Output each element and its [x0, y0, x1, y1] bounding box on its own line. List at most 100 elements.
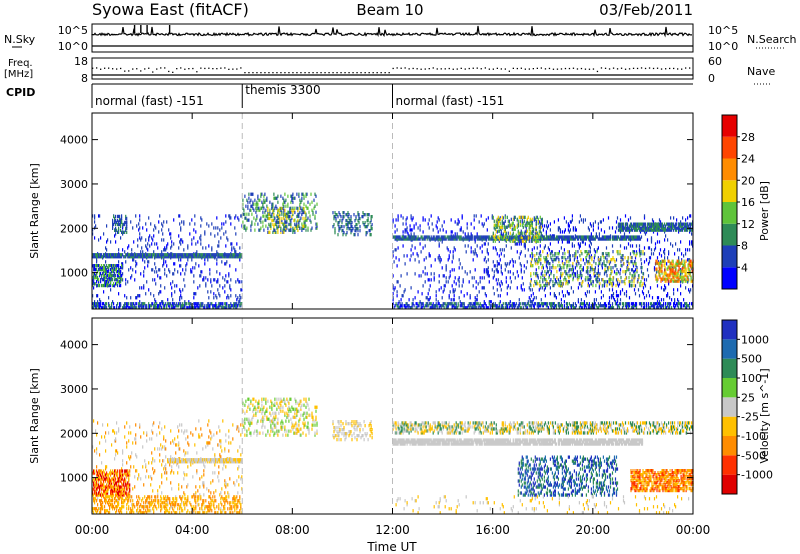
range-cell — [309, 214, 311, 218]
range-cell — [497, 294, 499, 298]
range-cell — [668, 250, 670, 254]
range-cell — [488, 274, 490, 278]
range-cell — [396, 280, 398, 284]
range-cell — [309, 218, 311, 222]
range-cell — [461, 266, 463, 270]
range-cell — [367, 217, 369, 221]
range-cell — [453, 290, 455, 294]
range-cell — [625, 237, 628, 241]
range-cell — [540, 235, 542, 239]
range-cell — [92, 306, 94, 310]
range-cell — [454, 220, 456, 224]
range-cell — [470, 246, 472, 250]
range-cell — [505, 233, 507, 237]
range-cell — [564, 237, 566, 241]
range-cell — [127, 302, 129, 306]
range-cell — [524, 239, 526, 243]
range-cell — [252, 206, 254, 210]
range-cell — [618, 224, 621, 228]
range-cell — [459, 300, 461, 304]
range-cell — [108, 296, 110, 300]
range-cell — [567, 237, 569, 241]
range-cell — [104, 280, 106, 284]
range-cell — [635, 237, 638, 241]
range-cell — [628, 296, 631, 300]
range-cell — [669, 226, 671, 230]
range-cell — [510, 235, 512, 239]
range-cell — [118, 222, 120, 227]
range-cell — [586, 266, 588, 270]
range-cell — [236, 253, 238, 257]
range-cell — [452, 304, 454, 308]
range-cell — [546, 237, 548, 241]
range-cell — [143, 286, 145, 290]
range-cell — [464, 237, 466, 241]
range-cell — [557, 235, 559, 239]
range-cell — [243, 226, 245, 230]
range-cell — [195, 292, 197, 296]
range-cell — [244, 216, 246, 220]
range-cell — [158, 253, 160, 257]
range-cell — [649, 222, 652, 226]
range-cell — [394, 235, 396, 239]
range-cell — [281, 206, 283, 211]
range-cell — [101, 274, 103, 278]
range-cell — [493, 219, 495, 223]
range-cell — [531, 229, 533, 233]
range-cell — [539, 235, 541, 239]
range-cell — [539, 215, 541, 219]
range-cell — [444, 237, 446, 241]
range-cell — [438, 258, 440, 262]
range-cell — [430, 214, 432, 218]
range-cell — [409, 224, 411, 228]
range-cell — [679, 269, 681, 273]
range-cell — [486, 272, 488, 276]
range-cell — [401, 302, 403, 306]
range-cell — [236, 306, 238, 310]
range-cell — [535, 227, 537, 231]
range-cell — [366, 213, 368, 217]
range-cell — [677, 263, 679, 267]
range-cell — [430, 272, 432, 276]
range-cell — [611, 294, 614, 298]
range-cell — [97, 304, 99, 308]
range-cell — [218, 240, 220, 244]
freq-dot — [656, 67, 659, 69]
range-cell — [237, 304, 239, 308]
range-cell — [415, 222, 417, 226]
range-cell — [440, 235, 442, 239]
range-cell — [119, 306, 121, 310]
range-cell — [561, 282, 563, 286]
title-right: 03/Feb/2011 — [599, 1, 693, 19]
range-cell — [291, 216, 293, 220]
range-cell — [97, 264, 99, 268]
range-cell — [105, 270, 107, 274]
range-cell — [520, 231, 522, 235]
range-cell — [629, 224, 632, 228]
nsky-panel: N.Sky 10^5 10^0 10^5 10^0 N.Search — [4, 23, 797, 53]
range-cell — [370, 233, 372, 237]
range-cell — [198, 253, 200, 257]
range-cell — [584, 262, 586, 266]
range-cell — [290, 210, 292, 215]
range-cell — [99, 272, 101, 276]
range-cell — [564, 270, 566, 274]
range-cell — [609, 274, 611, 278]
range-cell — [271, 214, 273, 219]
range-cell — [664, 252, 666, 256]
range-cell — [561, 260, 563, 264]
range-cell — [205, 284, 207, 288]
range-cell — [408, 304, 410, 308]
range-cell — [621, 258, 623, 262]
range-cell — [478, 220, 480, 224]
range-cell — [672, 267, 674, 271]
range-cell — [624, 272, 627, 276]
range-cell — [493, 292, 495, 296]
range-cell — [287, 210, 289, 214]
range-cell — [508, 235, 510, 239]
range-cell — [227, 238, 229, 242]
range-cell — [109, 272, 111, 276]
range-cell — [565, 258, 567, 262]
range-cell — [533, 218, 535, 222]
range-cell — [398, 300, 400, 304]
